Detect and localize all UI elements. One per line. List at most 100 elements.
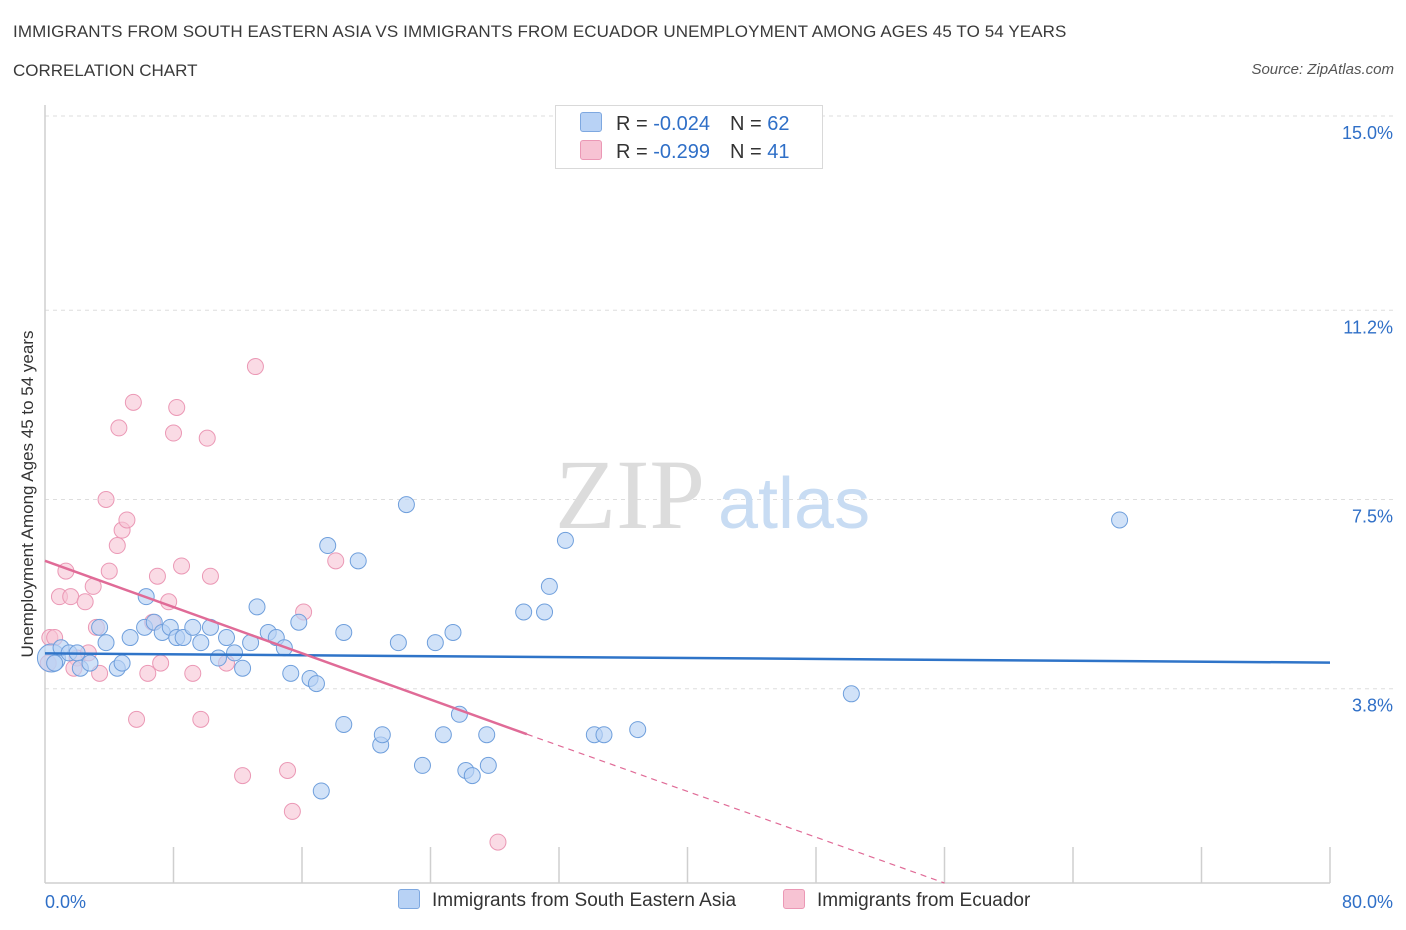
ecuador-point: [128, 710, 146, 728]
sea-point: [209, 649, 227, 667]
sea-points: [36, 496, 1129, 800]
sea-point: [290, 613, 308, 631]
grid-lines: [45, 115, 1396, 690]
ecuador-point: [168, 398, 186, 416]
ecuador-point: [118, 511, 136, 529]
legend-n-label: N =: [729, 113, 768, 135]
tick-labels: 3.8% 7.5% 11.2% 15.0% 0.0% 80.0%: [45, 123, 1393, 912]
ecuador-point: [62, 588, 80, 606]
sea-point: [515, 603, 533, 621]
sea-point: [842, 685, 860, 703]
sea-point: [349, 552, 367, 570]
sea-point: [121, 629, 139, 647]
legend-row-sea: R = -0.024 N = 62: [580, 112, 789, 136]
legend-swatch-pink: [580, 140, 602, 160]
sea-point: [595, 726, 613, 744]
legend-r-label: R =: [616, 113, 654, 135]
trend-lines: [44, 559, 1331, 884]
y-tick-label: 15.0%: [1342, 123, 1393, 143]
sea-trend-line: [44, 652, 1331, 664]
sea-point: [540, 577, 558, 595]
source-credit: Source: ZipAtlas.com: [1251, 61, 1394, 78]
sea-point: [46, 654, 64, 672]
ecuador-point: [76, 593, 94, 611]
ecuador-point: [192, 710, 210, 728]
ecuador-point: [110, 419, 128, 437]
sea-point: [307, 675, 325, 693]
sea-point: [226, 644, 244, 662]
sea-point: [335, 715, 353, 733]
ecuador-point: [327, 552, 345, 570]
sea-point: [373, 726, 391, 744]
sea-point: [556, 531, 574, 549]
watermark: ZIP atlas: [555, 439, 870, 550]
sea-point: [312, 782, 330, 800]
legend-row-ecuador: R = -0.299 N = 41: [580, 140, 789, 164]
y-tick-label: 3.8%: [1352, 696, 1393, 716]
sea-point: [397, 496, 415, 514]
ecuador-point: [283, 802, 301, 820]
legend-r-label: R =: [616, 141, 654, 163]
sea-point: [444, 623, 462, 641]
sea-point: [81, 654, 99, 672]
ecuador-point: [173, 557, 191, 575]
bottom-legend-label: Immigrants from South Eastern Asia: [432, 890, 737, 911]
sea-point: [91, 618, 109, 636]
legend-r-value: -0.024: [653, 113, 710, 135]
ecuador-point: [124, 393, 142, 411]
ecuador-point: [184, 664, 202, 682]
y-axis-label: Unemployment Among Ages 45 to 54 years: [18, 331, 37, 658]
correlation-legend: R = -0.024 N = 62 R = -0.299 N = 41: [555, 105, 823, 169]
legend-swatch-blue: [580, 112, 602, 132]
sea-point: [319, 537, 337, 555]
sea-point: [234, 659, 252, 677]
ecuador-point: [246, 358, 264, 376]
sea-point: [113, 654, 131, 672]
ecuador-point: [198, 429, 216, 447]
ecuador-point: [148, 567, 166, 585]
sea-point: [218, 629, 236, 647]
sea-point: [184, 618, 202, 636]
x-tick-label: 0.0%: [45, 892, 86, 912]
sea-point: [629, 721, 647, 739]
bottom-legend-ecuador: Immigrants from Ecuador: [783, 889, 1030, 912]
sea-point: [282, 664, 300, 682]
sea-point: [463, 767, 481, 785]
sea-point: [192, 634, 210, 652]
ecuador-points: [39, 358, 507, 851]
sea-point: [479, 756, 497, 774]
chart-subtitle: CORRELATION CHART: [13, 61, 198, 80]
y-tick-label: 11.2%: [1343, 317, 1393, 337]
legend-r-value: -0.299: [653, 141, 710, 163]
legend-n-label: N =: [729, 141, 768, 163]
ecuador-trend-line: [44, 559, 528, 736]
watermark-zip: ZIP: [555, 439, 705, 550]
sea-point: [478, 726, 496, 744]
bottom-legend-label: Immigrants from Ecuador: [817, 890, 1031, 911]
chart-title: IMMIGRANTS FROM SOUTH EASTERN ASIA VS IM…: [13, 22, 1067, 41]
ecuador-point: [165, 424, 182, 442]
bottom-legend-sea: Immigrants from South Eastern Asia: [398, 889, 736, 912]
ecuador-trend-dashed: [526, 733, 945, 884]
sea-point: [434, 726, 452, 744]
sea-point: [1111, 511, 1129, 529]
watermark-atlas: atlas: [718, 464, 870, 544]
sea-point: [335, 623, 353, 641]
ecuador-point: [152, 654, 170, 672]
sea-point: [248, 598, 266, 616]
sea-point: [97, 634, 115, 652]
legend-n-value: 62: [767, 113, 790, 135]
ecuador-point: [100, 562, 118, 580]
sea-point: [389, 634, 407, 652]
y-tick-label: 7.5%: [1352, 507, 1393, 527]
sea-point: [536, 603, 554, 621]
ecuador-point: [234, 767, 252, 785]
sea-point: [426, 634, 444, 652]
ecuador-point: [97, 491, 115, 508]
ecuador-point: [139, 664, 157, 682]
sea-point: [413, 756, 431, 774]
x-tick-label: 80.0%: [1342, 892, 1393, 912]
axes: [44, 105, 1331, 884]
bottom-legend-swatch-pink: [783, 889, 805, 909]
ecuador-point: [201, 567, 219, 585]
